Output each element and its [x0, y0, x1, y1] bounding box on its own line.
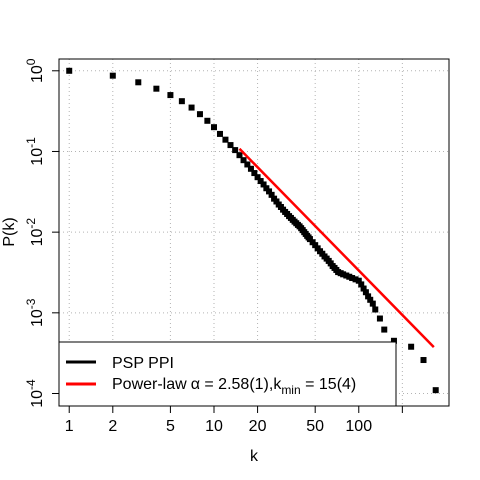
power-law-fit-line [238, 147, 435, 348]
data-point-66 [358, 281, 365, 288]
x-tick-label-0: 1 [65, 418, 74, 435]
y-tick-label-exp-4: -4 [24, 379, 38, 390]
data-point-15 [240, 157, 247, 164]
kmin-subscript: min [281, 383, 300, 397]
x-tick-label-6: 100 [345, 418, 372, 435]
data-point-23 [266, 188, 273, 195]
data-point-3 [153, 85, 160, 92]
x-tick-label-5: 50 [306, 418, 324, 435]
y-tick-label-base-3: 10 [29, 309, 46, 327]
data-point-45 [306, 236, 313, 243]
legend-label-power-law-name: Power-law [112, 376, 187, 393]
y-tick-label-base-4: 10 [29, 390, 46, 408]
x-axis: 1 2 5 10 20 50 100 [65, 406, 403, 435]
alpha-value: = 2.58(1),k [200, 376, 282, 393]
y-tick-label-1: 10-1 [24, 137, 46, 166]
data-point-78 [432, 387, 439, 394]
y-tick-label-base-1: 10 [29, 148, 46, 166]
data-point-60 [340, 271, 347, 278]
data-point-10 [216, 130, 223, 137]
data-point-18 [251, 170, 258, 177]
x-tick-label-3: 10 [205, 418, 223, 435]
kmin-value: = 15(4) [301, 376, 357, 393]
data-point-77 [420, 357, 427, 364]
data-point-5 [178, 98, 185, 105]
legend-label-psp-ppi: PSP PPI [112, 355, 174, 372]
y-tick-label-4: 10-4 [24, 379, 46, 408]
data-point-75 [390, 337, 397, 344]
y-tick-label-3: 10-3 [24, 298, 46, 327]
data-point-64 [352, 276, 359, 283]
data-point-63 [349, 275, 356, 282]
data-point-19 [254, 174, 261, 181]
legend: PSP PPI Power-law α = 2.58(1),kmin = 15(4… [58, 341, 397, 407]
data-point-4 [167, 92, 174, 99]
data-point-68 [362, 289, 369, 296]
data-point-0 [66, 67, 73, 74]
data-point-76 [408, 343, 415, 350]
x-tick-label-4: 20 [249, 418, 267, 435]
data-point-72 [372, 306, 379, 313]
data-point-17 [247, 165, 254, 172]
data-point-8 [204, 117, 211, 124]
y-tick-label-exp-3: -3 [24, 298, 38, 309]
data-point-16 [244, 161, 251, 168]
data-point-13 [232, 147, 239, 154]
data-point-6 [188, 104, 195, 111]
data-point-74 [381, 326, 388, 333]
data-point-2 [135, 79, 142, 86]
x-tick-label-1: 2 [108, 418, 117, 435]
data-point-22 [263, 185, 270, 192]
y-tick-label-base-2: 10 [29, 228, 46, 246]
y-tick-label-0: 100 [24, 58, 46, 83]
y-tick-label-exp-1: -1 [24, 137, 38, 148]
alpha-symbol: α [191, 376, 200, 393]
data-point-9 [210, 124, 217, 131]
x-tick-label-2: 5 [166, 418, 175, 435]
data-point-11 [222, 136, 229, 143]
data-point-26 [273, 198, 280, 205]
data-point-7 [196, 111, 203, 118]
data-point-20 [257, 178, 264, 185]
y-tick-label-2: 10-2 [24, 218, 46, 247]
data-point-14 [236, 152, 243, 159]
y-tick-label-exp-2: -2 [24, 218, 38, 229]
legend-label-power-law: Power-law α = 2.58(1),kmin = 15(4) [112, 376, 356, 397]
y-tick-label-base-0: 10 [29, 65, 46, 83]
series-layer [66, 67, 439, 394]
data-point-65 [355, 277, 362, 284]
data-point-70 [367, 296, 374, 303]
data-point-12 [227, 142, 234, 149]
y-axis-title: P(k) [1, 217, 18, 246]
data-point-73 [376, 315, 383, 322]
x-axis-title: k [250, 448, 259, 465]
data-point-21 [260, 181, 267, 188]
data-point-71 [369, 300, 376, 307]
legend-box [58, 341, 397, 407]
data-point-67 [360, 285, 367, 292]
data-point-47 [312, 242, 319, 249]
y-tick-label-exp-0: 0 [24, 58, 38, 65]
data-point-24 [268, 191, 275, 198]
data-point-69 [365, 293, 372, 300]
data-point-1 [109, 72, 116, 79]
